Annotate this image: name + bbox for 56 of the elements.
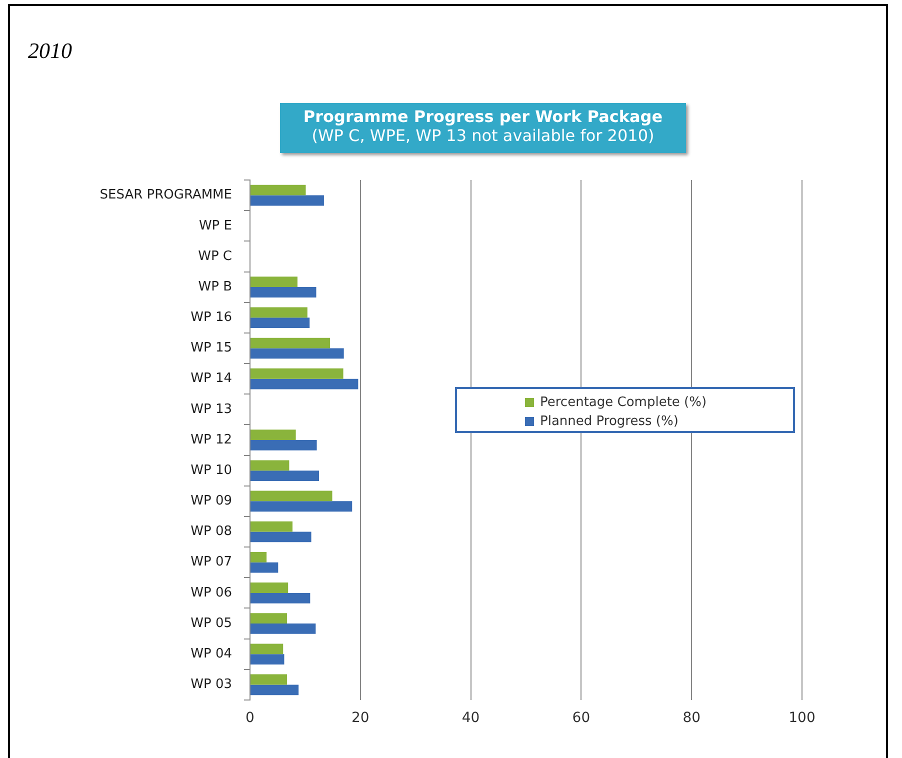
y-tick-label: WP 04 <box>190 646 232 662</box>
x-tick-label: 0 <box>246 710 254 726</box>
y-tick-label: WP 07 <box>190 554 232 570</box>
bar <box>250 552 267 562</box>
bar <box>250 368 344 379</box>
x-tick-label: 80 <box>682 710 701 726</box>
y-tick-label: WP 05 <box>190 616 232 631</box>
x-tick-label: 60 <box>572 710 590 726</box>
bar <box>250 562 278 573</box>
bar <box>250 582 288 593</box>
bar <box>250 348 344 359</box>
y-tick-label: WP 13 <box>190 402 232 417</box>
bar <box>250 592 310 604</box>
y-tick-label: WP 12 <box>190 432 232 448</box>
bar <box>250 654 284 665</box>
bar <box>250 624 316 634</box>
text: 2010 <box>28 38 72 64</box>
y-tick-label: WP E <box>198 218 232 234</box>
y-tick-label: WP C <box>198 248 232 264</box>
bar <box>250 613 287 624</box>
y-tick-label: WP 03 <box>190 677 232 692</box>
bar <box>250 195 324 206</box>
y-tick-label: WP 06 <box>190 585 232 600</box>
y-tick-label: WP B <box>198 279 232 294</box>
chart-subtitle: (WP C, WPE, WP 13 not available for 2010) <box>310 126 656 145</box>
bar <box>250 501 352 512</box>
bar <box>250 318 310 328</box>
bar <box>250 430 296 440</box>
bar <box>250 307 308 318</box>
bar <box>250 460 290 471</box>
y-tick-label: SESAR PROGRAMME <box>100 188 232 203</box>
legend-label: Percentage Complete (%) <box>540 395 707 410</box>
y-tick-label: WP 09 <box>190 494 232 509</box>
bar <box>250 378 358 390</box>
y-tick-label: WP 15 <box>190 340 232 356</box>
bar <box>250 674 287 685</box>
y-tick-label: WP 14 <box>190 371 232 386</box>
bar <box>250 490 332 502</box>
legend-label: Planned Progress (%) <box>540 414 678 429</box>
bar <box>250 532 312 542</box>
y-tick-label: WP 10 <box>190 462 232 478</box>
bar <box>250 287 316 298</box>
x-tick-label: 40 <box>462 710 480 726</box>
y-tick-label: WP 08 <box>190 524 232 540</box>
bar <box>250 644 284 654</box>
bar <box>250 684 299 696</box>
x-tick-label: 100 <box>788 710 816 726</box>
bar <box>250 470 319 481</box>
bar <box>250 338 330 348</box>
bar <box>250 521 293 532</box>
bar <box>250 276 298 288</box>
y-tick-label: WP 16 <box>190 310 232 326</box>
bar <box>250 440 317 450</box>
x-tick-label: 20 <box>351 710 370 726</box>
chart-title: Programme Progress per Work Package <box>302 107 664 126</box>
bar <box>250 184 306 196</box>
